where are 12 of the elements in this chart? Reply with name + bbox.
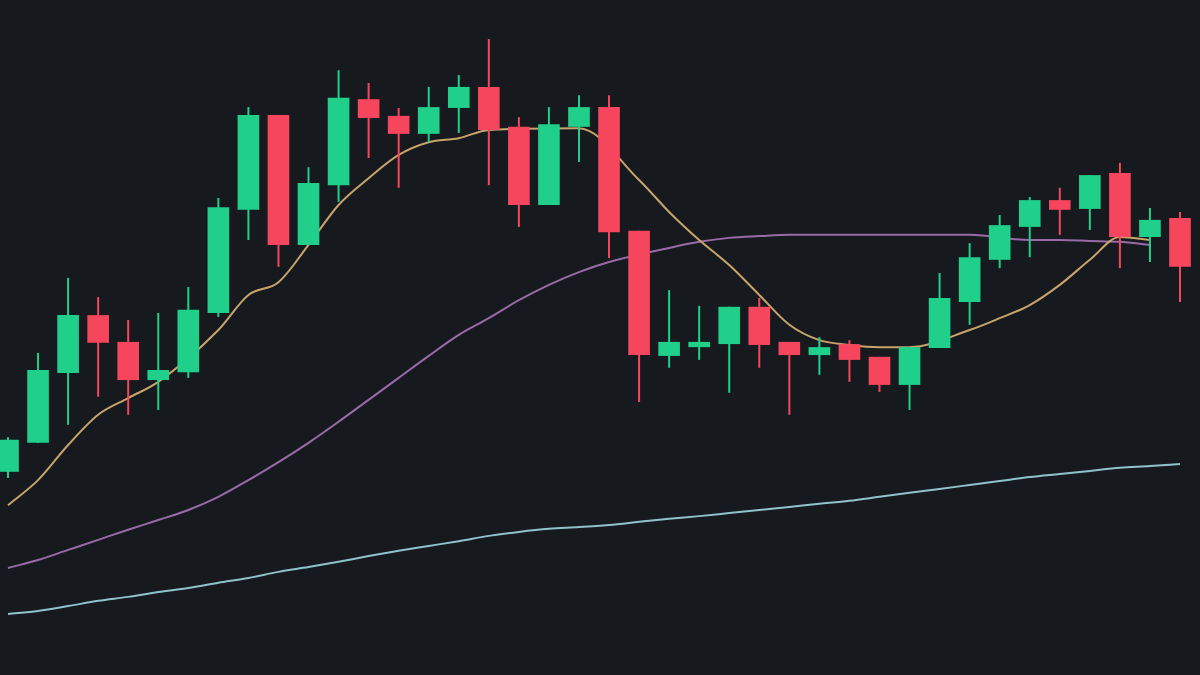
- candlestick: [1139, 207, 1161, 264]
- candlestick: [568, 94, 590, 163]
- candlestick: [838, 339, 861, 383]
- candlestick: [357, 81, 380, 159]
- candlestick: [1048, 186, 1071, 236]
- candlestick: [147, 311, 170, 411]
- candlestick: [387, 106, 410, 189]
- candlestick: [658, 289, 680, 369]
- candlestick: [808, 336, 831, 376]
- candlestick: [688, 304, 710, 361]
- candlestick: [447, 74, 470, 134]
- candlestick: [778, 340, 801, 416]
